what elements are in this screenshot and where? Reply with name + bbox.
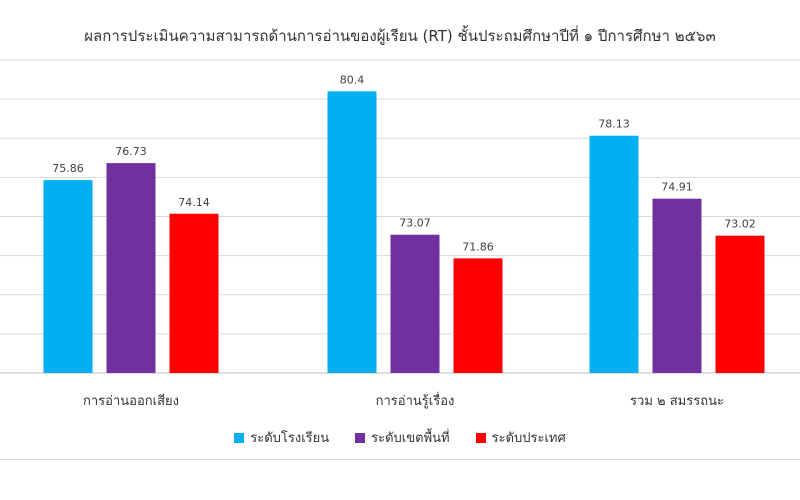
bar bbox=[715, 235, 765, 373]
data-label: 73.02 bbox=[724, 218, 756, 231]
bar bbox=[390, 234, 440, 373]
legend-label-district: ระดับเขตพื้นที่ bbox=[371, 431, 450, 446]
data-label: 76.73 bbox=[115, 145, 147, 158]
category-label: รวม ๒ สมรรถนะ bbox=[630, 394, 724, 409]
data-label: 74.91 bbox=[661, 181, 693, 194]
legend-item-district: ระดับเขตพื้นที่ bbox=[355, 427, 450, 448]
bar bbox=[453, 258, 503, 373]
data-label: 73.07 bbox=[399, 217, 431, 230]
legend-item-school: ระดับโรงเรียน bbox=[234, 427, 329, 448]
legend-swatch-school bbox=[234, 432, 245, 443]
legend: ระดับโรงเรียน ระดับเขตพื้นที่ ระดับประเท… bbox=[0, 427, 800, 448]
legend-item-national: ระดับประเทศ bbox=[475, 427, 566, 448]
bar bbox=[169, 213, 219, 373]
category-label: การอ่านรู้เรื่อง bbox=[376, 392, 455, 409]
legend-swatch-national bbox=[475, 432, 486, 443]
bar bbox=[106, 163, 156, 373]
bar bbox=[589, 135, 639, 373]
bar bbox=[43, 180, 93, 373]
data-label: 80.4 bbox=[340, 73, 365, 86]
data-label: 75.86 bbox=[52, 162, 84, 175]
bar bbox=[652, 198, 702, 373]
data-label: 78.13 bbox=[598, 118, 630, 131]
legend-label-national: ระดับประเทศ bbox=[491, 431, 566, 446]
chart-title: ผลการประเมินความสามารถด้านการอ่านของผู้เ… bbox=[84, 27, 716, 45]
legend-label-school: ระดับโรงเรียน bbox=[250, 431, 330, 446]
category-label: การอ่านออกเสียง bbox=[83, 393, 179, 409]
bottom-divider bbox=[0, 459, 800, 460]
data-label: 71.86 bbox=[462, 240, 494, 253]
bar bbox=[327, 91, 377, 374]
legend-swatch-district bbox=[355, 432, 366, 443]
data-label: 74.14 bbox=[178, 196, 210, 209]
